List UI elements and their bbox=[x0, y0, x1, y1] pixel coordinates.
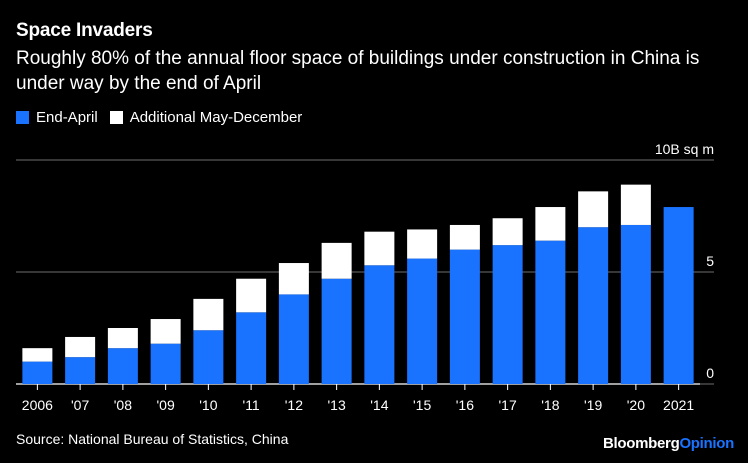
legend-swatch-end-april bbox=[16, 111, 29, 124]
bar-additional-'19 bbox=[578, 191, 609, 228]
x-tick-label-'20: '20 bbox=[627, 397, 645, 413]
x-tick-label-'13: '13 bbox=[328, 397, 346, 413]
bar-end-april-'16 bbox=[449, 249, 480, 384]
bar-additional-'15 bbox=[407, 229, 438, 259]
bar-end-april-'11 bbox=[236, 312, 267, 384]
legend-swatch-additional bbox=[109, 111, 123, 124]
bar-end-april-'13 bbox=[321, 278, 352, 384]
x-tick-label-'15: '15 bbox=[413, 397, 431, 413]
legend-item-end-april: End-April bbox=[16, 109, 98, 126]
bar-end-april-'19 bbox=[578, 227, 609, 384]
bar-end-april-'10 bbox=[193, 330, 224, 384]
x-tick-label-'16: '16 bbox=[456, 397, 474, 413]
bar-additional-2006 bbox=[22, 348, 53, 362]
bar-additional-'17 bbox=[492, 218, 523, 246]
x-tick-label-2021: 2021 bbox=[663, 397, 694, 413]
y-unit-label: 10B sq m bbox=[655, 141, 714, 157]
bar-end-april-2006 bbox=[22, 361, 53, 384]
legend: End-April Additional May-December bbox=[16, 109, 314, 126]
bar-additional-'18 bbox=[535, 207, 566, 241]
brand-part-1: Bloomberg bbox=[602, 435, 680, 452]
bar-end-april-'07 bbox=[65, 357, 96, 384]
x-tick-label-'08: '08 bbox=[114, 397, 132, 413]
x-tick-label-'12: '12 bbox=[285, 397, 303, 413]
bar-additional-'13 bbox=[321, 242, 352, 279]
legend-item-additional: Additional May-December bbox=[109, 109, 303, 126]
bar-additional-'12 bbox=[278, 263, 309, 295]
y-tick-label-0: 0 bbox=[706, 365, 714, 381]
bar-end-april-'14 bbox=[364, 265, 395, 384]
bar-additional-'10 bbox=[193, 298, 224, 331]
x-tick-label-2006: 2006 bbox=[22, 397, 53, 413]
bar-additional-'16 bbox=[449, 224, 480, 250]
bar-additional-'14 bbox=[364, 231, 395, 266]
bar-additional-'11 bbox=[236, 278, 267, 313]
x-tick-label-'11: '11 bbox=[243, 397, 260, 413]
bar-additional-'08 bbox=[107, 328, 138, 349]
bar-end-april-'12 bbox=[278, 294, 309, 384]
chart-title: Space Invaders bbox=[16, 20, 153, 41]
x-tick-label-'07: '07 bbox=[71, 397, 89, 413]
y-tick-label-5: 5 bbox=[706, 253, 714, 269]
x-tick-label-'10: '10 bbox=[199, 397, 217, 413]
x-tick-label-'14: '14 bbox=[370, 397, 388, 413]
bar-additional-'20 bbox=[620, 184, 651, 225]
bar-end-april-'20 bbox=[620, 224, 651, 384]
bar-additional-'09 bbox=[150, 319, 181, 344]
x-tick-label-'19: '19 bbox=[584, 397, 602, 413]
source-note: Source: National Bureau of Statistics, C… bbox=[16, 431, 289, 447]
brand-part-2: Opinion bbox=[679, 435, 734, 452]
x-tick-label-'17: '17 bbox=[499, 397, 517, 413]
bar-end-april-'17 bbox=[492, 245, 523, 384]
bar-end-april-'09 bbox=[150, 343, 181, 384]
chart-subtitle: Roughly 80% of the annual floor space of… bbox=[16, 48, 700, 94]
legend-label-end-april: End-April bbox=[36, 109, 98, 126]
bar-end-april-2021 bbox=[663, 207, 694, 384]
bar-end-april-'08 bbox=[107, 348, 138, 384]
bar-additional-'07 bbox=[65, 336, 96, 358]
x-tick-label-'18: '18 bbox=[541, 397, 559, 413]
bar-end-april-'18 bbox=[535, 240, 566, 384]
bar-end-april-'15 bbox=[407, 258, 438, 384]
legend-label-additional: Additional May-December bbox=[129, 109, 303, 126]
brand-logo: BloombergOpinion bbox=[603, 435, 734, 452]
x-tick-label-'09: '09 bbox=[157, 397, 175, 413]
